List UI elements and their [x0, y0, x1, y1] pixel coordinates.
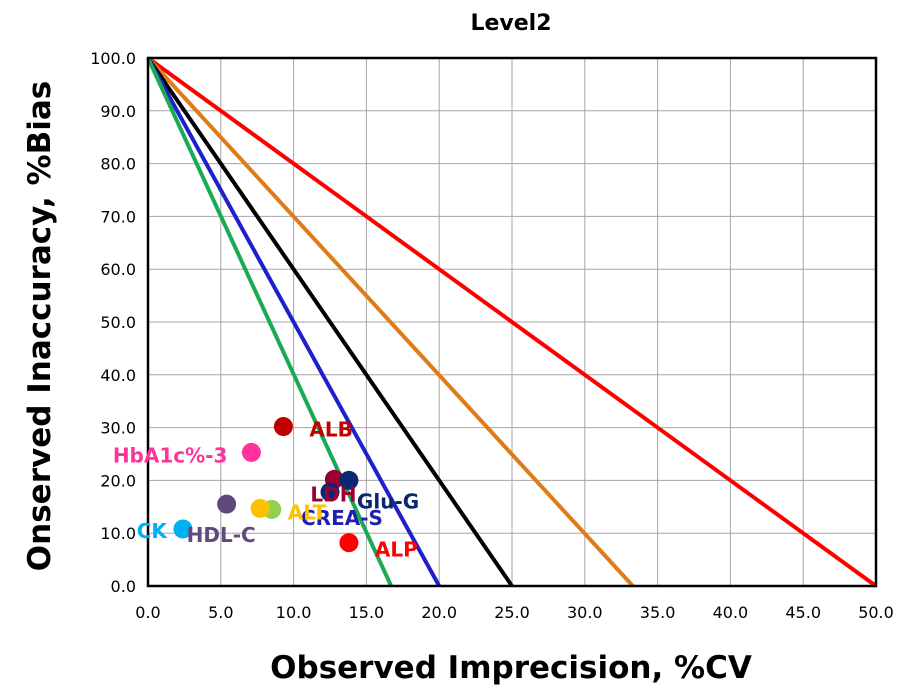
y-tick-label: 60.0: [100, 260, 136, 279]
data-point: [217, 494, 237, 514]
y-tick-label: 40.0: [100, 366, 136, 385]
goal-lines: [146, 56, 878, 588]
data-point: [320, 482, 340, 502]
goal-line: [146, 57, 441, 587]
x-tick-label: 35.0: [640, 603, 676, 622]
y-axis-label: Onserved Inaccuracy, %Bias: [22, 81, 58, 571]
goal-line: [146, 57, 393, 587]
y-tick-labels: 0.0 10.0 20.0 30.0 40.0 50.0 60.0 70.0 80.0 90.0 1…: [90, 49, 136, 596]
goal-line: [146, 56, 635, 588]
x-tick-label: 10.0: [276, 603, 312, 622]
x-tick-label: 5.0: [208, 603, 233, 622]
x-tick-label: 0.0: [135, 603, 160, 622]
plot-frame: [146, 56, 878, 588]
point-label: CK: [137, 519, 169, 543]
y-tick-label: 10.0: [100, 524, 136, 543]
data-point: [339, 533, 359, 553]
point-label: HbA1c%-3: [113, 443, 228, 467]
x-axis-label: Observed Imprecision, %CV: [270, 650, 752, 685]
y-tick-label: 20.0: [100, 471, 136, 490]
data-point: [173, 519, 193, 539]
data-point: [241, 442, 261, 462]
goal-line: [146, 56, 514, 588]
y-tick-label: 90.0: [100, 102, 136, 121]
point-label: ALB: [309, 418, 352, 442]
x-tick-label: 30.0: [567, 603, 603, 622]
x-tick-label: 20.0: [421, 603, 457, 622]
data-point: [273, 417, 293, 437]
y-tick-label: 100.0: [90, 49, 136, 68]
data-point: [339, 470, 359, 490]
x-tick-label: 50.0: [858, 603, 894, 622]
point-label: LDH: [310, 482, 356, 506]
y-tick-label: 0.0: [111, 577, 136, 596]
y-tick-label: 50.0: [100, 313, 136, 332]
point-label: CREA-S: [301, 506, 383, 530]
x-tick-label: 45.0: [785, 603, 821, 622]
point-label: ALP: [375, 538, 418, 562]
y-tick-label: 30.0: [100, 419, 136, 438]
point-label: HDL-C: [187, 523, 256, 547]
x-tick-label: 40.0: [713, 603, 749, 622]
y-tick-label: 70.0: [100, 207, 136, 226]
data-point: [250, 498, 270, 518]
point-label: Glu-G: [357, 489, 419, 513]
goal-line: [146, 56, 878, 588]
point-label: ALT: [288, 500, 327, 524]
data-points: [173, 417, 359, 553]
x-tick-label: 15.0: [349, 603, 385, 622]
x-tick-labels: 0.0 5.0 10.0 15.0 20.0 25.0 30.0 35.0 40.0 45.0 50…: [135, 603, 894, 622]
chart-title: Level2: [470, 11, 551, 36]
x-tick-label: 25.0: [494, 603, 530, 622]
y-tick-label: 80.0: [100, 155, 136, 174]
